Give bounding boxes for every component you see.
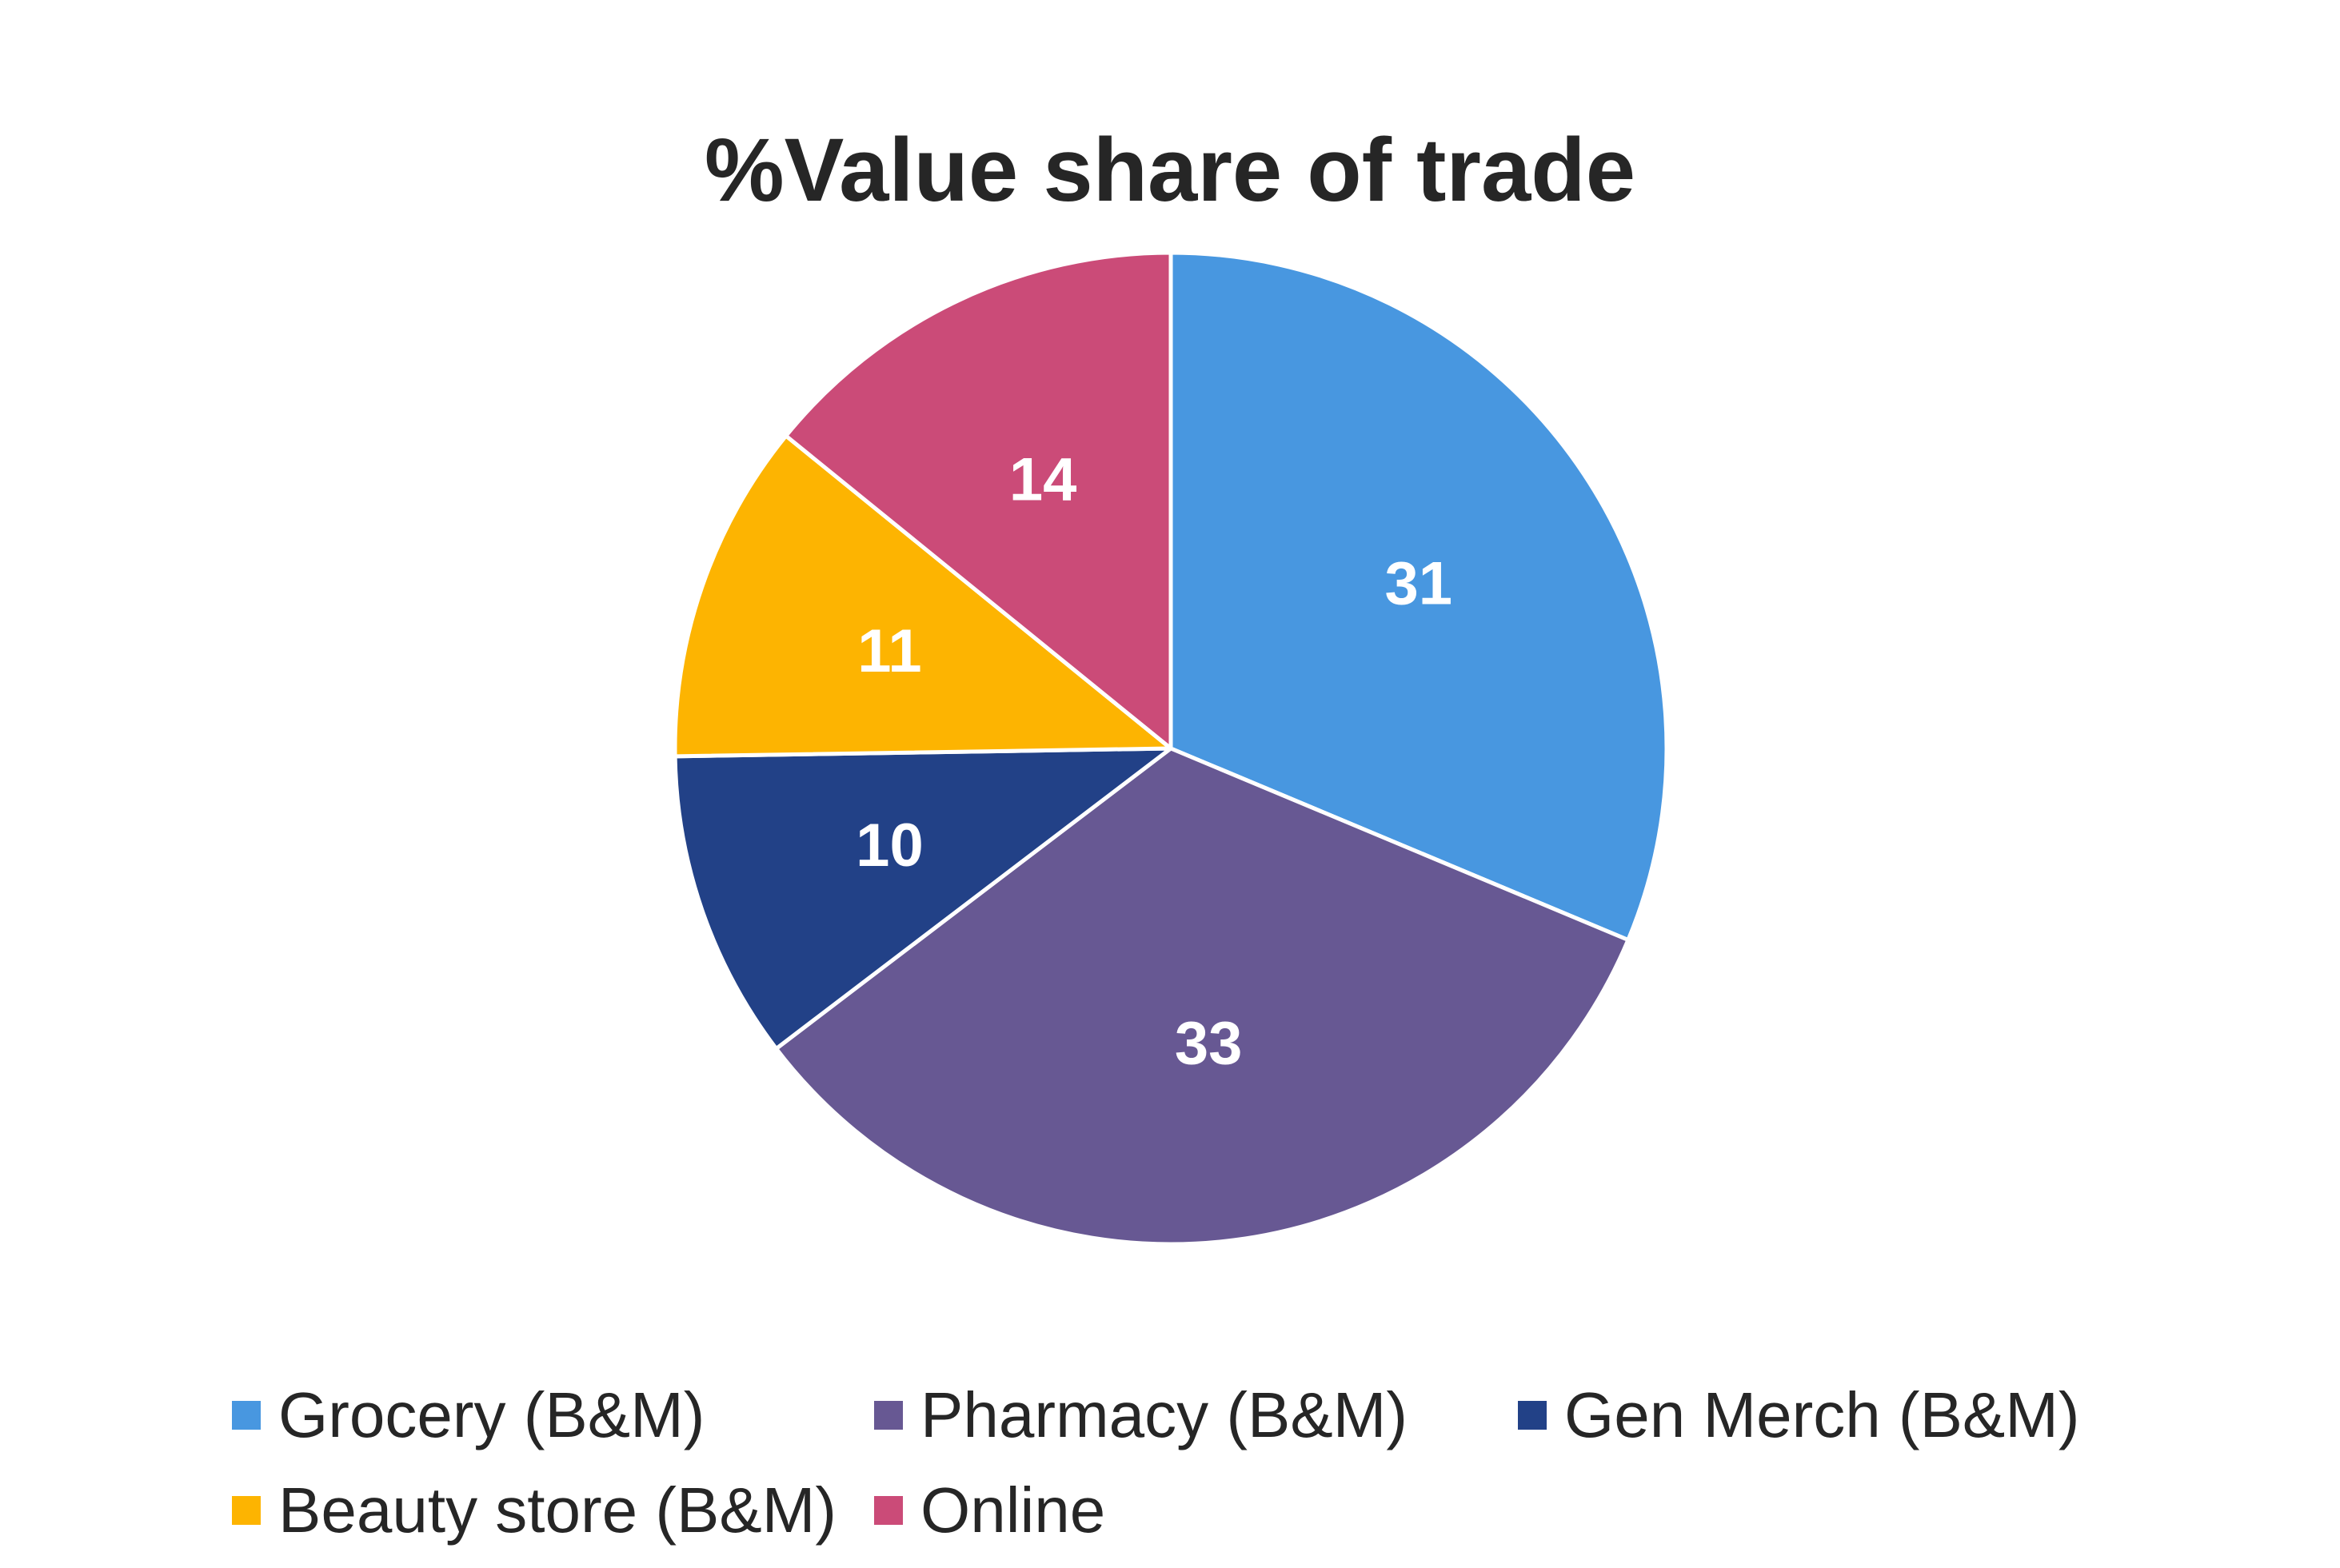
legend-swatch-grocery	[232, 1401, 261, 1430]
legend-item-gen-merch[interactable]: Gen Merch (B&M)	[1518, 1377, 2080, 1454]
legend-label-pharmacy: Pharmacy (B&M)	[920, 1379, 1408, 1450]
pie-slice-beauty-store[interactable]	[673, 433, 1173, 759]
pie-slice-grocery[interactable]	[1168, 250, 1669, 943]
legend-item-online[interactable]: Online	[874, 1472, 1105, 1549]
legend-swatch-gen-merch	[1518, 1401, 1547, 1430]
data-label-online: 14	[1009, 446, 1077, 514]
pie-data-labels: 31 33 10 11 14	[856, 446, 1452, 1078]
data-label-pharmacy: 33	[1175, 1010, 1243, 1078]
pie-slice-pharmacy[interactable]	[774, 746, 1631, 1247]
legend-label-beauty-store: Beauty store (B&M)	[278, 1474, 837, 1546]
legend-swatch-pharmacy	[874, 1401, 903, 1430]
legend-swatch-online	[874, 1496, 903, 1525]
data-label-beauty-store: 11	[857, 617, 921, 685]
chart-title: %Value share of trade	[704, 120, 1636, 220]
legend-item-grocery[interactable]: Grocery (B&M)	[232, 1377, 705, 1454]
legend-label-grocery: Grocery (B&M)	[278, 1379, 705, 1450]
pie-slice-online[interactable]	[784, 250, 1173, 751]
legend-item-pharmacy[interactable]: Pharmacy (B&M)	[874, 1377, 1408, 1454]
pie-slices	[673, 250, 1669, 1247]
pie-slice-gen-merch[interactable]	[673, 746, 1173, 1051]
legend-label-online: Online	[920, 1474, 1106, 1546]
data-label-grocery: 31	[1384, 549, 1452, 617]
legend-label-gen-merch: Gen Merch (B&M)	[1564, 1379, 2080, 1450]
legend-swatch-beauty-store	[232, 1496, 261, 1525]
data-label-gen-merch: 10	[856, 812, 924, 880]
legend-item-beauty-store[interactable]: Beauty store (B&M)	[232, 1472, 837, 1549]
